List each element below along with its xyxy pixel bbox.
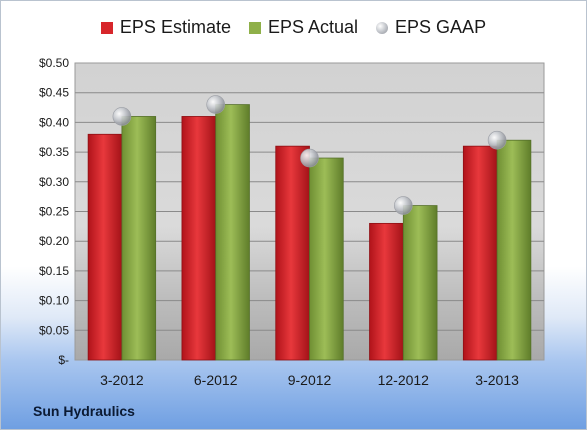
y-tick-label: $- <box>58 353 69 367</box>
legend-item-eps-estimate: EPS Estimate <box>100 17 231 38</box>
legend-label-eps-gaap: EPS GAAP <box>395 17 487 37</box>
legend: EPS Estimate EPS Actual EPS GAAP <box>1 17 586 38</box>
y-tick-label: $0.20 <box>39 234 69 248</box>
y-tick-label: $0.15 <box>39 264 69 278</box>
x-category-label: 6-2012 <box>194 372 238 388</box>
marker-eps-gaap <box>206 95 225 114</box>
bar-eps-actual <box>309 157 344 361</box>
bar-eps-estimate <box>181 116 217 361</box>
legend-swatch-eps-actual <box>248 21 261 34</box>
bar-eps-actual <box>121 116 157 361</box>
bar-eps-estimate <box>87 133 123 361</box>
x-category-label: 3-2012 <box>100 372 144 388</box>
legend-label-eps-estimate: EPS Estimate <box>119 17 231 37</box>
legend-swatch-eps-gaap <box>376 21 389 34</box>
y-tick-label: $0.25 <box>39 205 69 219</box>
y-tick-label: $0.30 <box>39 175 69 189</box>
x-category-label: 3-2013 <box>475 372 519 388</box>
marker-eps-gaap <box>487 130 507 150</box>
x-category-label: 12-2012 <box>378 372 430 388</box>
bar-eps-actual <box>215 104 250 361</box>
company-label: Sun Hydraulics <box>33 403 135 419</box>
y-tick-label: $0.10 <box>39 294 69 308</box>
y-tick-label: $0.05 <box>39 323 69 337</box>
y-tick-label: $0.35 <box>39 145 69 159</box>
marker-eps-gaap <box>300 148 319 168</box>
y-tick-label: $0.45 <box>39 86 69 100</box>
x-category-label: 9-2012 <box>288 372 332 388</box>
bar-eps-actual <box>496 139 532 361</box>
marker-eps-gaap <box>393 196 413 215</box>
bar-eps-actual <box>402 205 438 361</box>
legend-item-eps-gaap: EPS GAAP <box>376 17 486 38</box>
y-tick-label: $0.40 <box>39 115 69 129</box>
bar-eps-estimate <box>275 145 310 361</box>
legend-label-eps-actual: EPS Actual <box>267 17 359 37</box>
legend-swatch-eps-estimate <box>100 21 113 34</box>
legend-item-eps-actual: EPS Actual <box>248 17 359 38</box>
marker-eps-gaap <box>112 107 132 126</box>
bar-eps-estimate <box>369 222 404 361</box>
y-tick-label: $0.50 <box>39 56 69 70</box>
bar-eps-estimate <box>462 145 498 361</box>
